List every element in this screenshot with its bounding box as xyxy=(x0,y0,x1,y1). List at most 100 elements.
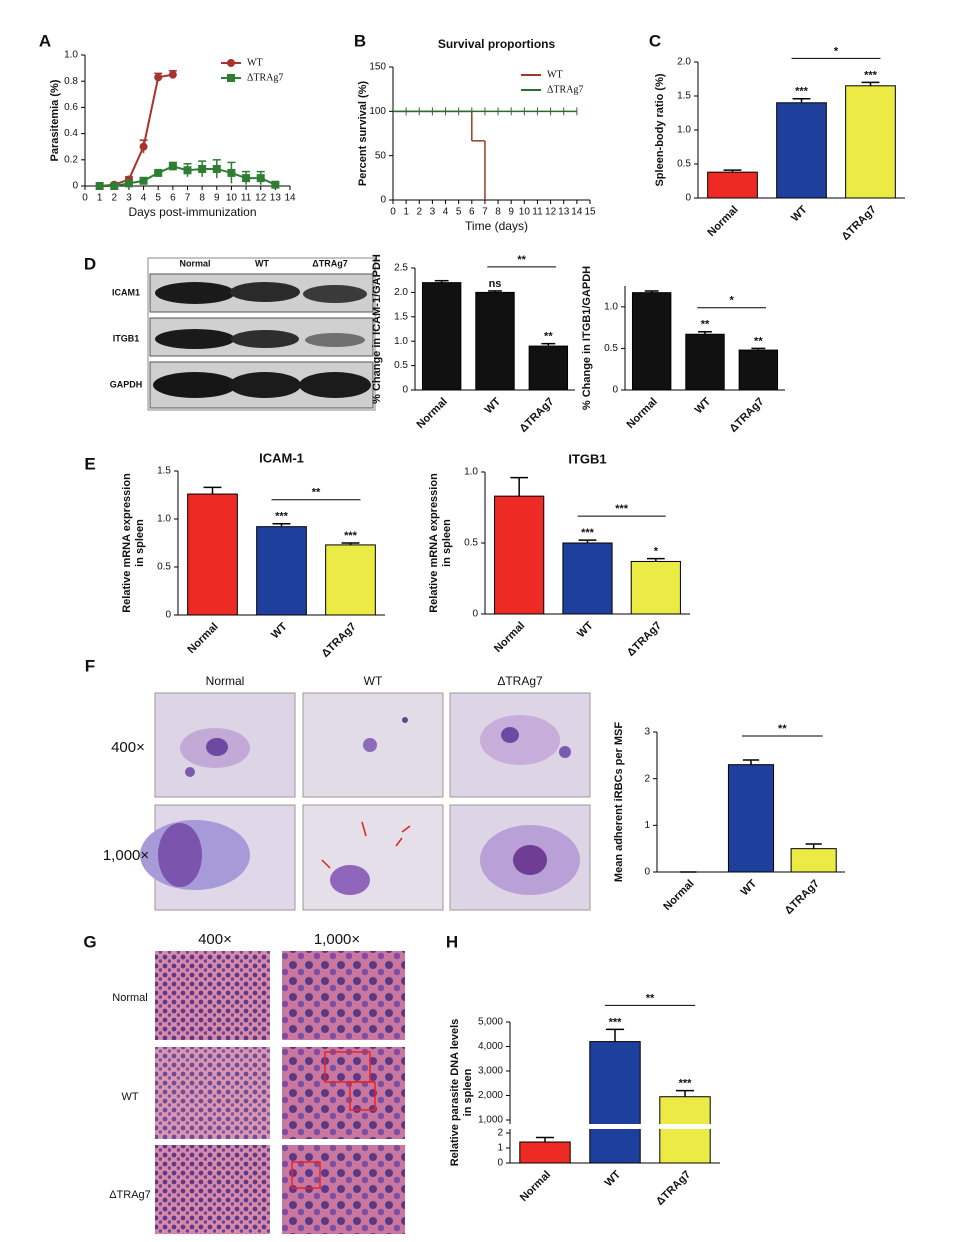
bar xyxy=(845,85,896,199)
marker xyxy=(227,59,235,67)
x-tick-label: ΔTRAg7 xyxy=(625,620,664,659)
x-tick-label: 5 xyxy=(456,207,462,218)
y-axis-label: in spleen xyxy=(441,519,453,567)
x-tick-label: 13 xyxy=(270,193,282,204)
bar xyxy=(528,345,569,391)
y-tick-label: 0.5 xyxy=(677,159,691,170)
panel-label: B xyxy=(354,31,366,50)
x-tick-label: 3 xyxy=(430,207,436,218)
bar xyxy=(707,171,758,199)
column-label: WT xyxy=(364,674,383,688)
band-label: ITGB1 xyxy=(113,333,140,343)
significance: *** xyxy=(344,530,358,542)
x-tick-label: Normal xyxy=(705,204,740,239)
x-tick-label: ΔTRAg7 xyxy=(654,1169,693,1208)
x-tick-label: 10 xyxy=(226,193,238,204)
marker xyxy=(256,174,265,183)
significance: * xyxy=(834,45,839,57)
chart-title: ICAM-1 xyxy=(259,450,304,465)
y-tick-label: 0 xyxy=(612,385,618,396)
y-tick-label: 0.5 xyxy=(394,360,408,371)
significance: * xyxy=(654,546,659,558)
y-tick-label: 0 xyxy=(644,867,650,878)
y-tick-label: 0 xyxy=(497,1158,503,1169)
y-tick-label: 0 xyxy=(685,193,691,204)
significance: ** xyxy=(517,254,526,266)
x-tick-label: Normal xyxy=(415,396,450,431)
panel-label: D xyxy=(84,254,96,273)
y-tick-label: 0 xyxy=(165,610,171,621)
x-tick-label: 11 xyxy=(532,207,543,218)
x-tick-label: 6 xyxy=(469,207,475,218)
y-tick-label: 0 xyxy=(72,181,78,192)
y-tick-label: 0 xyxy=(402,385,408,396)
y-tick-label: 2 xyxy=(497,1128,503,1139)
panel-label: E xyxy=(84,454,95,473)
x-tick-label: 7 xyxy=(482,207,488,218)
row-label: 1,000× xyxy=(103,847,149,864)
marker xyxy=(198,164,207,173)
y-tick-label: 2.5 xyxy=(394,263,408,274)
column-label: 400× xyxy=(198,931,232,948)
significance: ** xyxy=(754,335,763,347)
y-axis-label: Spleen-body ratio (%) xyxy=(654,73,666,186)
y-tick-label: 1.0 xyxy=(394,336,408,347)
x-tick-label: WT xyxy=(789,203,810,224)
y-tick-label: 3 xyxy=(644,727,650,738)
y-tick-label: 1.0 xyxy=(464,467,478,478)
panel-label: F xyxy=(85,656,95,675)
marker xyxy=(124,179,133,188)
marker xyxy=(168,162,177,171)
y-tick-label: 100 xyxy=(369,106,386,117)
x-axis-label: Days post-immunization xyxy=(128,205,256,219)
bar xyxy=(562,542,613,615)
x-tick-label: 9 xyxy=(508,207,514,218)
legend-label: ΔTRAg7 xyxy=(547,84,583,95)
y-tick-label: 1,000 xyxy=(478,1115,503,1126)
marker xyxy=(212,164,221,173)
y-tick-label: 1.5 xyxy=(394,311,408,322)
row-label: ΔTRAg7 xyxy=(109,1189,151,1201)
legend-label: WT xyxy=(547,69,563,80)
x-tick-label: 13 xyxy=(558,207,570,218)
y-tick-label: 0 xyxy=(472,609,478,620)
x-tick-label: 8 xyxy=(495,207,501,218)
y-axis-label: Mean adherent iRBCs per MSF xyxy=(613,722,625,882)
significance: *** xyxy=(795,86,809,98)
x-tick-label: 1 xyxy=(403,207,409,218)
marker xyxy=(242,174,251,183)
x-tick-label: Normal xyxy=(625,396,660,431)
marker xyxy=(183,166,192,175)
y-axis-label: Percent survival (%) xyxy=(357,81,369,186)
bar xyxy=(776,102,827,199)
significance: ** xyxy=(312,487,321,499)
significance: *** xyxy=(609,1016,623,1028)
marker xyxy=(139,176,148,185)
y-axis-label: % Change in ITGB1/GAPDH xyxy=(581,266,593,410)
x-tick-label: 14 xyxy=(284,193,296,204)
x-tick-label: WT xyxy=(575,619,596,640)
y-tick-label: 0.5 xyxy=(604,343,618,354)
bar xyxy=(631,292,672,391)
significance: ** xyxy=(778,723,787,735)
y-tick-label: 1.0 xyxy=(604,301,618,312)
y-axis-label: Relative mRNA expression xyxy=(121,473,133,613)
y-axis-label: % Change in ICAM-1/GAPDH xyxy=(371,254,383,404)
x-tick-label: ΔTRAg7 xyxy=(840,204,879,243)
legend-label: WT xyxy=(247,57,263,68)
y-tick-label: 4,000 xyxy=(478,1041,503,1052)
significance: *** xyxy=(581,527,595,539)
bar xyxy=(738,349,779,391)
y-tick-label: 2.0 xyxy=(677,57,691,68)
x-tick-label: 12 xyxy=(545,207,557,218)
band-label: ICAM1 xyxy=(112,287,140,297)
y-tick-label: 1.0 xyxy=(64,50,78,61)
y-tick-label: 0.6 xyxy=(64,102,78,113)
chart-title: ITGB1 xyxy=(568,451,606,466)
legend-label: ΔTRAg7 xyxy=(247,72,283,83)
y-tick-label: 1 xyxy=(497,1143,503,1154)
x-tick-label: 14 xyxy=(571,207,583,218)
significance: *** xyxy=(679,1078,693,1090)
bar xyxy=(685,333,725,391)
